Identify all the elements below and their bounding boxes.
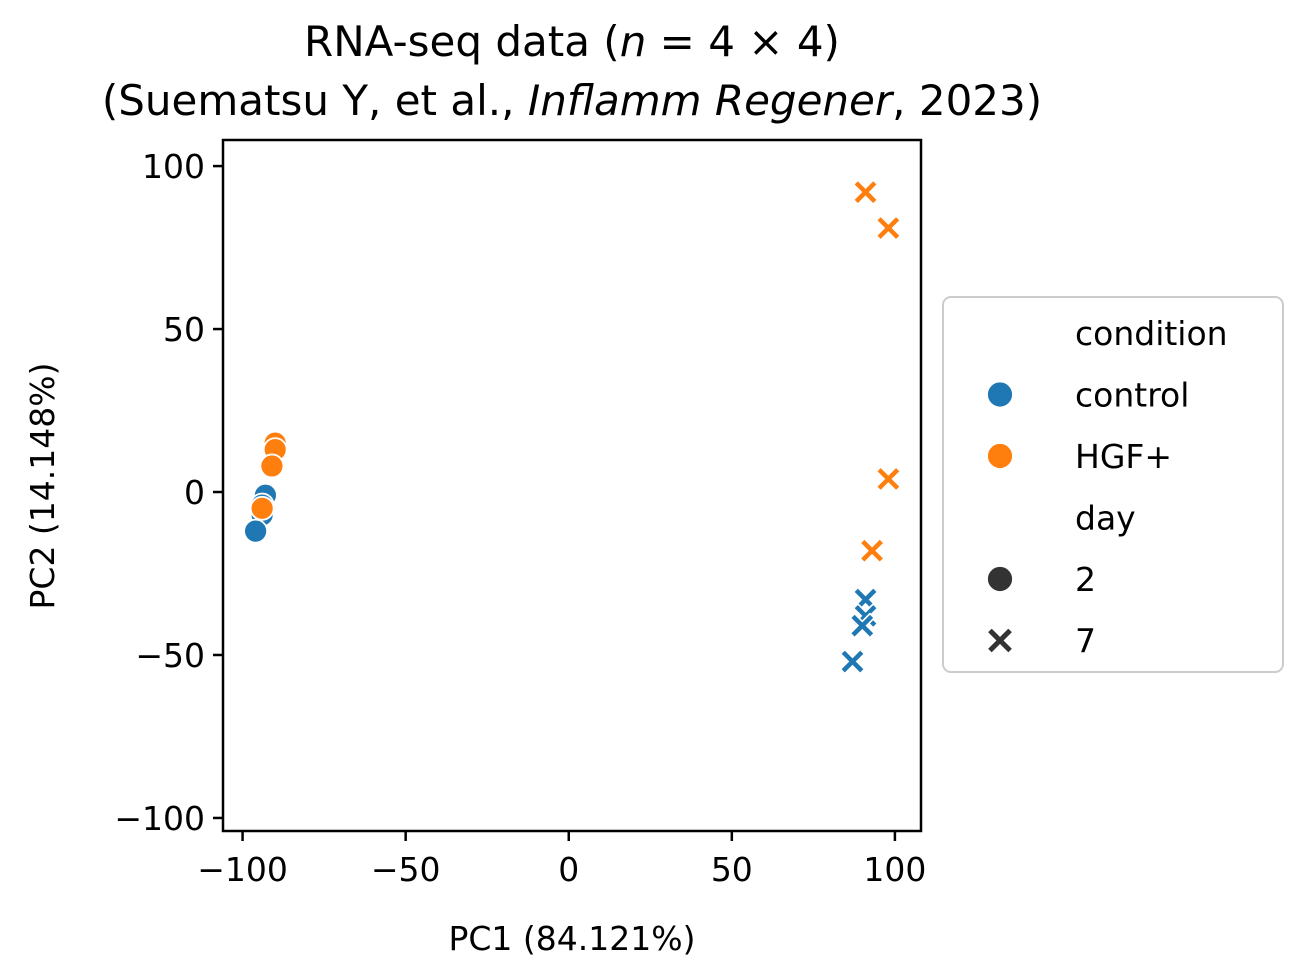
legend-label: control [1075,376,1189,415]
legend-marker-day-2 [986,565,1014,593]
y-tick-label: −50 [135,636,205,675]
data-point-HGF+-day2 [249,495,275,521]
x-tick-label: −50 [371,850,441,889]
legend-label: 2 [1075,560,1096,599]
legend: condition control HGF+ day 2 7 [985,314,1228,661]
x-tick-label: 50 [711,850,753,889]
x-axis-label: PC1 (84.121%) [448,919,695,958]
y-tick-label: 50 [163,310,205,349]
legend-label: condition [1075,314,1228,353]
plot-area-frame [221,138,923,833]
y-tick-label: −100 [114,799,205,838]
x-tick-label: 100 [863,850,926,889]
data-point-control-day2 [243,518,269,544]
legend-label: day [1075,499,1136,538]
x-tick-label: 0 [558,850,579,889]
chart-title-line2: (Suematsu Y, et al., Inflamm Regener, 20… [102,76,1042,125]
data-point-control-day7 [839,648,866,675]
chart-title-line1: RNA-seq data (n = 4 × 4) [304,17,840,66]
data-point-HGF+-day7 [858,537,886,564]
data-point-HGF+-day7 [875,465,902,493]
y-axis: −100 −50 0 50 100 [114,147,223,838]
data-points [243,179,902,675]
data-point-HGF+-day7 [852,179,879,206]
y-tick-label: 100 [142,147,205,186]
legend-marker-HGF+ [986,442,1014,470]
x-tick-label: −100 [197,850,288,889]
legend-label: HGF+ [1075,437,1172,476]
legend-marker-day-7 [985,626,1015,655]
data-point-HGF+-day2 [259,453,285,479]
data-point-control-day7 [849,612,876,639]
y-axis-label: PC2 (14.148%) [23,362,62,609]
x-axis: −100 −50 0 50 100 [197,831,926,889]
legend-box [942,296,1284,673]
y-tick-label: 0 [184,473,205,512]
data-point-HGF+-day7 [875,214,902,242]
legend-label: 7 [1075,622,1096,661]
legend-marker-control [986,380,1014,409]
